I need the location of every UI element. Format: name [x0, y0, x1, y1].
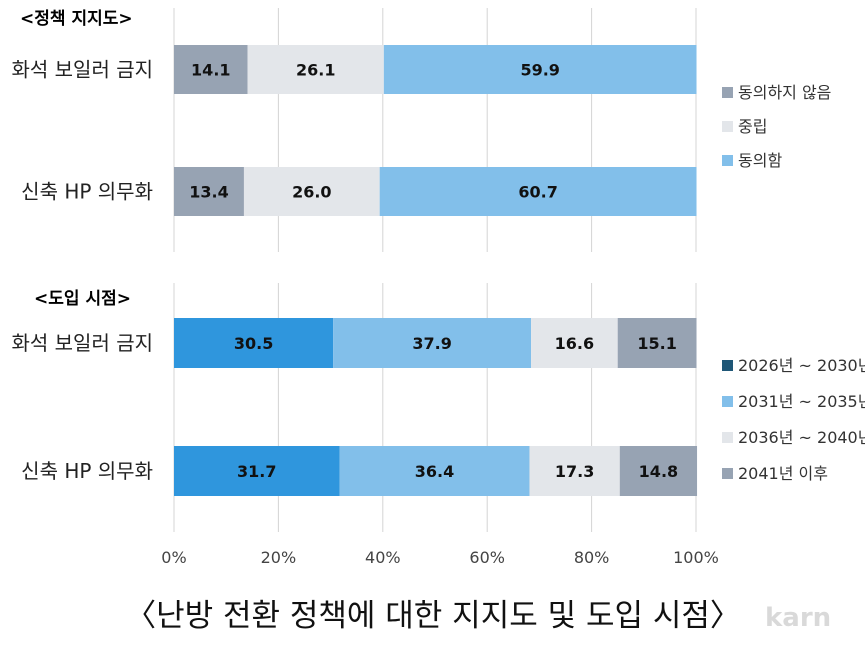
bar-segment [243, 167, 380, 216]
category-label: 신축 HP 의무화 [21, 459, 153, 483]
bar-segment [174, 45, 248, 94]
bar-segment [529, 446, 620, 496]
legend-label: 2026년 ~ 2030년 [738, 356, 865, 375]
legend-swatch [722, 396, 733, 407]
legend-label: 2041년 이후 [738, 464, 828, 483]
bar-segment [531, 318, 618, 368]
bar-segment [383, 45, 697, 94]
panel-title-adoption-timing: <도입 시점> [34, 289, 131, 309]
category-label: 화석 보일러 금지 [11, 331, 153, 355]
category-label: 신축 HP 의무화 [21, 180, 153, 204]
bar-value-label: 31.7 [237, 462, 276, 481]
legend-label: 동의함 [738, 151, 782, 170]
chart-caption: 〈난방 전환 정책에 대한 지지도 및 도입 시점〉 [125, 598, 741, 634]
bar-value-label: 16.6 [555, 334, 594, 353]
watermark-logo: karn [765, 603, 831, 633]
bar-segment [617, 318, 697, 368]
legend-swatch [722, 360, 733, 371]
panel-title-policy-support: <정책 지지도> [20, 9, 133, 29]
bar-segment [247, 45, 384, 94]
x-tick-label: 0% [161, 548, 186, 567]
bar-value-label: 17.3 [555, 462, 594, 481]
x-tick-label: 100% [673, 548, 719, 567]
bar-value-label: 36.4 [415, 462, 454, 481]
x-tick-label: 40% [365, 548, 401, 567]
bar-segment [174, 446, 340, 496]
legend-swatch [722, 432, 733, 443]
legend-label: 중립 [738, 117, 767, 136]
legend-label: 동의하지 않음 [738, 83, 831, 102]
bar-value-label: 26.0 [292, 183, 331, 202]
legend-swatch [722, 87, 733, 98]
bar-value-label: 37.9 [412, 334, 451, 353]
bar-value-label: 13.4 [189, 183, 228, 202]
bar-value-label: 14.1 [191, 61, 230, 80]
x-tick-label: 60% [469, 548, 505, 567]
bar-value-label: 14.8 [639, 462, 678, 481]
category-label: 화석 보일러 금지 [11, 58, 153, 82]
bar-value-label: 30.5 [234, 334, 273, 353]
bar-value-label: 59.9 [520, 61, 559, 80]
legend-swatch [722, 121, 733, 132]
bar-segment [339, 446, 530, 496]
legend-label: 2036년 ~ 2040년 [738, 428, 865, 447]
bar-segment [619, 446, 698, 496]
bar-segment [333, 318, 532, 368]
x-tick-label: 20% [261, 548, 297, 567]
panel-adoption-timing: <도입 시점> 화석 보일러 금지 30.5 37.9 16.6 15.1 신축 HP 의… [11, 289, 865, 496]
bar-value-label: 60.7 [518, 183, 557, 202]
bar-segment [174, 167, 244, 216]
bar-value-label: 26.1 [296, 61, 335, 80]
bar-value-label: 15.1 [637, 334, 676, 353]
x-axis: 0% 20% 40% 60% 80% 100% [161, 548, 719, 567]
panel-policy-support: <정책 지지도> 화석 보일러 금지 14.1 26.1 59.9 신축 HP 의무화 1… [11, 9, 831, 216]
legend-label: 2031년 ~ 2035년 [738, 392, 865, 411]
bar-segment [174, 318, 334, 368]
legend-swatch [722, 468, 733, 479]
bar-segment [379, 167, 697, 216]
x-tick-label: 80% [574, 548, 610, 567]
legend-swatch [722, 155, 733, 166]
